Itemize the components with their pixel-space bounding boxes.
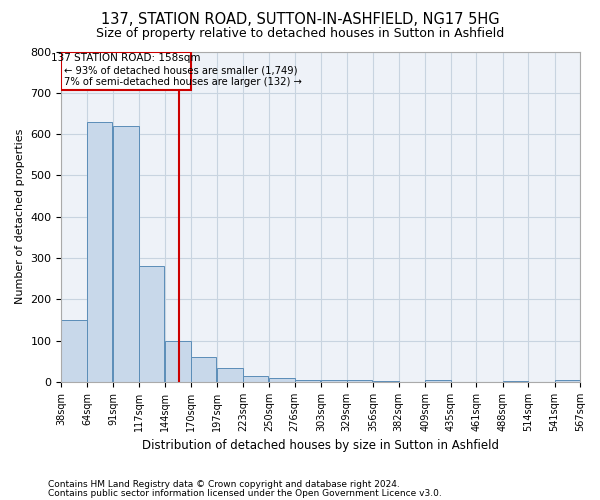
Bar [554,380,580,382]
Text: 137, STATION ROAD, SUTTON-IN-ASHFIELD, NG17 5HG: 137, STATION ROAD, SUTTON-IN-ASHFIELD, N… [101,12,499,28]
Bar [269,378,295,382]
Bar [503,381,528,382]
Bar [139,266,164,382]
Text: Size of property relative to detached houses in Sutton in Ashfield: Size of property relative to detached ho… [96,28,504,40]
Text: Contains public sector information licensed under the Open Government Licence v3: Contains public sector information licen… [48,488,442,498]
Bar [243,376,268,382]
FancyBboxPatch shape [61,52,191,90]
Text: ← 93% of detached houses are smaller (1,749): ← 93% of detached houses are smaller (1,… [64,66,298,76]
Text: 7% of semi-detached houses are larger (132) →: 7% of semi-detached houses are larger (1… [64,78,302,88]
Bar [191,358,216,382]
Bar [295,380,320,382]
Bar [166,340,191,382]
Bar [217,368,243,382]
Bar [425,380,451,382]
Text: Contains HM Land Registry data © Crown copyright and database right 2024.: Contains HM Land Registry data © Crown c… [48,480,400,489]
Text: 137 STATION ROAD: 158sqm: 137 STATION ROAD: 158sqm [52,52,201,62]
Bar [373,381,398,382]
Bar [321,380,347,382]
Bar [113,126,139,382]
Bar [347,380,372,382]
Bar [61,320,87,382]
Y-axis label: Number of detached properties: Number of detached properties [15,129,25,304]
X-axis label: Distribution of detached houses by size in Sutton in Ashfield: Distribution of detached houses by size … [142,440,499,452]
Bar [87,122,112,382]
